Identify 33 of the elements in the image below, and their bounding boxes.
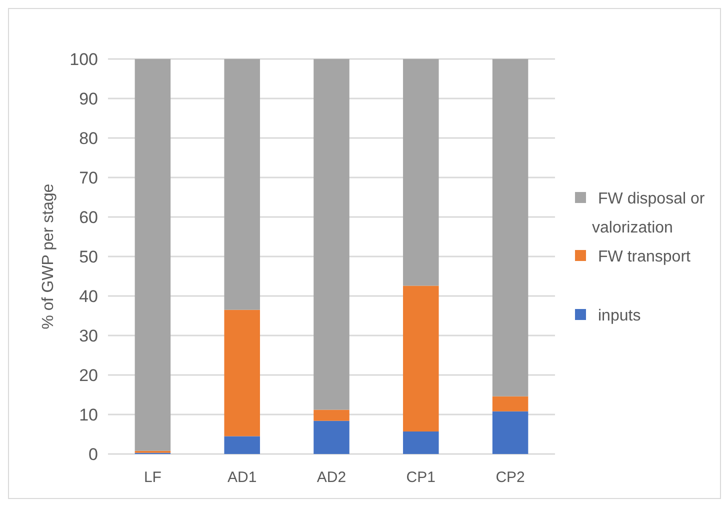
legend-label: FW disposal or valorization bbox=[592, 190, 706, 237]
bar bbox=[224, 310, 260, 436]
y-tick-label: 100 bbox=[70, 50, 98, 69]
bar bbox=[403, 431, 439, 454]
y-tick-label: 10 bbox=[79, 405, 98, 424]
x-tick-label: CP1 bbox=[406, 469, 436, 486]
y-tick-label: 40 bbox=[79, 286, 98, 306]
bar bbox=[134, 59, 171, 451]
bar bbox=[403, 286, 439, 432]
y-tick-label: 0 bbox=[88, 444, 98, 464]
y-tick-label: 80 bbox=[79, 128, 98, 148]
bar bbox=[224, 436, 260, 454]
legend-label: inputs bbox=[598, 308, 641, 325]
bar bbox=[314, 410, 350, 421]
bar bbox=[224, 59, 260, 310]
bar bbox=[314, 59, 350, 410]
y-tick-label: 70 bbox=[79, 168, 98, 188]
y-tick-label: 50 bbox=[79, 247, 98, 266]
legend-label: FW transport bbox=[598, 248, 692, 266]
bar bbox=[492, 396, 528, 412]
y-tick-label: 30 bbox=[79, 326, 98, 346]
bar bbox=[492, 59, 528, 396]
bar bbox=[403, 59, 439, 286]
x-tick-label: LF bbox=[144, 469, 162, 486]
x-tick-label: AD2 bbox=[316, 469, 346, 486]
bar bbox=[492, 411, 528, 454]
y-tick-label: 60 bbox=[79, 208, 98, 227]
x-tick-label: CP2 bbox=[496, 469, 525, 486]
y-tick-label: 20 bbox=[79, 366, 98, 385]
x-tick-label: AD1 bbox=[228, 469, 257, 486]
bar bbox=[314, 420, 350, 454]
y-axis-title: % of GWP per stage bbox=[40, 184, 57, 330]
y-tick-label: 90 bbox=[79, 89, 98, 108]
